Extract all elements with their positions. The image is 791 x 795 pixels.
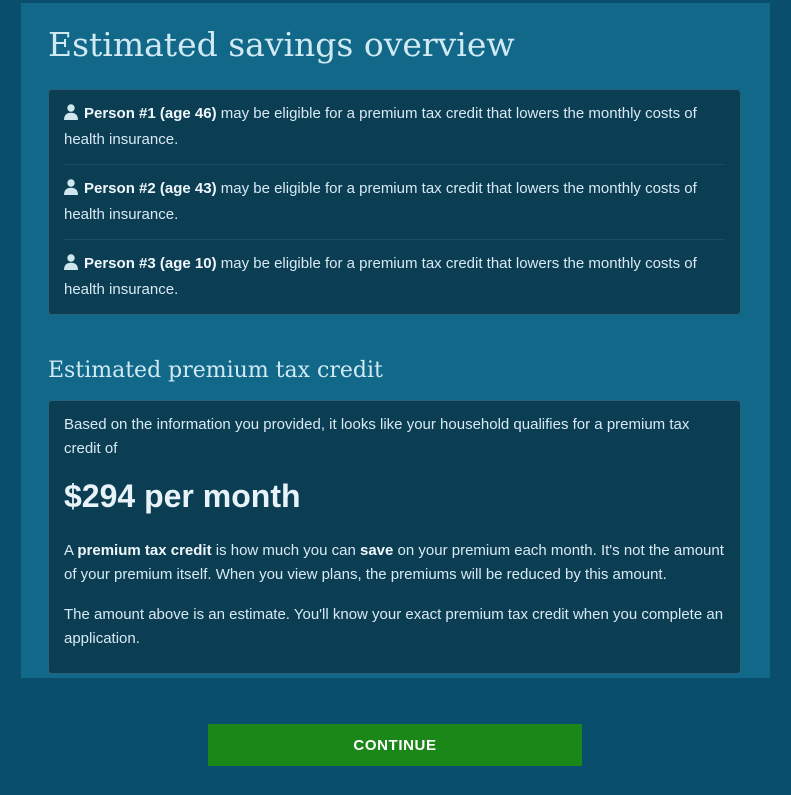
person-eligibility-row: Person #3 (age 10) may be eligible for a… bbox=[64, 239, 725, 314]
person-eligibility-text: may be eligible for a premium tax credit… bbox=[64, 255, 697, 298]
tax-credit-explanation: A premium tax credit is how much you can… bbox=[64, 539, 725, 587]
explanation-segment: A bbox=[64, 542, 78, 559]
person-icon bbox=[64, 254, 78, 278]
tax-credit-amount: $294 per month bbox=[64, 478, 301, 514]
person-name: Person #3 (age 10) bbox=[84, 255, 217, 272]
person-eligibility-text: may be eligible for a premium tax credit… bbox=[64, 105, 697, 148]
continue-button[interactable]: CONTINUE bbox=[208, 724, 582, 766]
explanation-segment: on your premium each month. It's not the… bbox=[64, 542, 724, 583]
person-icon bbox=[64, 104, 78, 128]
tax-credit-estimate-note: The amount above is an estimate. You'll … bbox=[64, 606, 724, 647]
tax-credit-intro: Based on the information you provided, i… bbox=[64, 416, 690, 457]
person-name: Person #2 (age 43) bbox=[84, 180, 217, 197]
explanation-segment-bold: premium tax credit bbox=[77, 542, 212, 559]
person-name: Person #1 (age 46) bbox=[84, 105, 217, 122]
eligibility-list: Person #1 (age 46) may be eligible for a… bbox=[48, 89, 741, 315]
explanation-segment: is how much you can bbox=[211, 542, 360, 559]
section-title-premium-tax-credit: Estimated premium tax credit bbox=[48, 358, 383, 383]
savings-overview-panel: Estimated savings overview Person #1 (ag… bbox=[21, 3, 770, 678]
tax-credit-box: Based on the information you provided, i… bbox=[48, 400, 741, 674]
page-title: Estimated savings overview bbox=[48, 25, 515, 64]
explanation-segment-bold: save bbox=[359, 542, 394, 559]
person-eligibility-row: Person #1 (age 46) may be eligible for a… bbox=[64, 90, 725, 164]
person-icon bbox=[64, 179, 78, 203]
person-eligibility-text: may be eligible for a premium tax credit… bbox=[64, 180, 697, 223]
person-eligibility-row: Person #2 (age 43) may be eligible for a… bbox=[64, 164, 725, 239]
